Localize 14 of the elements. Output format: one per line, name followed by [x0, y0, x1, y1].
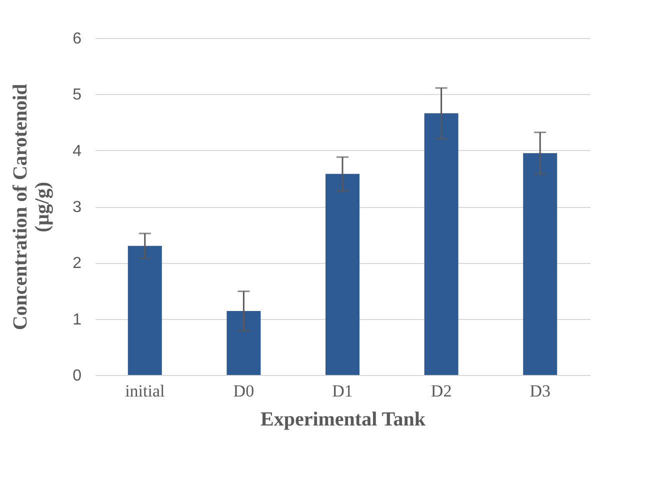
y-tick-label: 3 — [72, 199, 82, 216]
y-tick-label: 5 — [72, 86, 82, 104]
y-tick-label: 0 — [72, 368, 82, 384]
x-tick-label: initial — [125, 382, 165, 400]
x-tick-label: D0 — [233, 382, 254, 400]
x-axis-title: Experimental Tank — [260, 408, 426, 430]
y-axis-title: Concentration of Carotenoid (µg/g) — [10, 84, 54, 330]
y-tick-label: 1 — [72, 311, 82, 328]
x-tick-label: D1 — [332, 382, 353, 400]
x-tick-label: D3 — [530, 382, 550, 400]
y-tick-label: 6 — [72, 30, 82, 48]
x-tick-label: D2 — [430, 382, 452, 400]
y-tick-label: 4 — [72, 142, 82, 160]
y-tick-label: 2 — [72, 255, 82, 272]
